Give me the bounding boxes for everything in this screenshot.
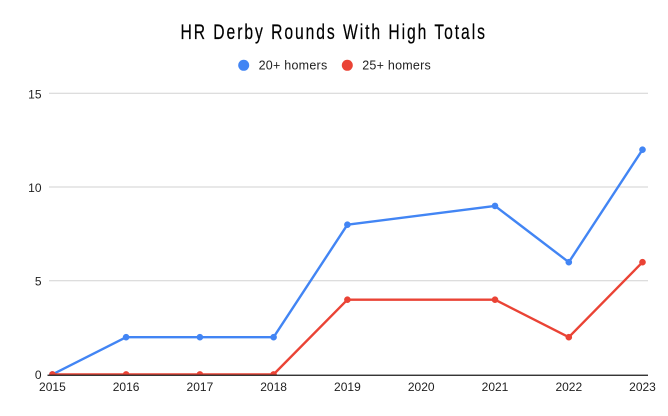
svg-text:HR Derby Rounds With High Tota: HR Derby Rounds With High Totals [181,20,487,44]
svg-text:2017: 2017 [187,380,214,394]
svg-text:20+ homers: 20+ homers [259,59,328,73]
svg-text:2015: 2015 [39,380,66,394]
svg-text:0: 0 [35,368,42,382]
svg-text:5: 5 [35,275,42,289]
svg-text:2019: 2019 [334,380,361,394]
svg-text:25+ homers: 25+ homers [362,59,431,73]
svg-text:15: 15 [28,88,42,102]
svg-text:10: 10 [28,181,42,195]
svg-text:2016: 2016 [113,380,140,394]
svg-text:2021: 2021 [482,380,509,394]
svg-text:2022: 2022 [555,380,582,394]
svg-text:2023: 2023 [629,380,656,394]
svg-text:2020: 2020 [408,380,435,394]
svg-text:2018: 2018 [260,380,287,394]
